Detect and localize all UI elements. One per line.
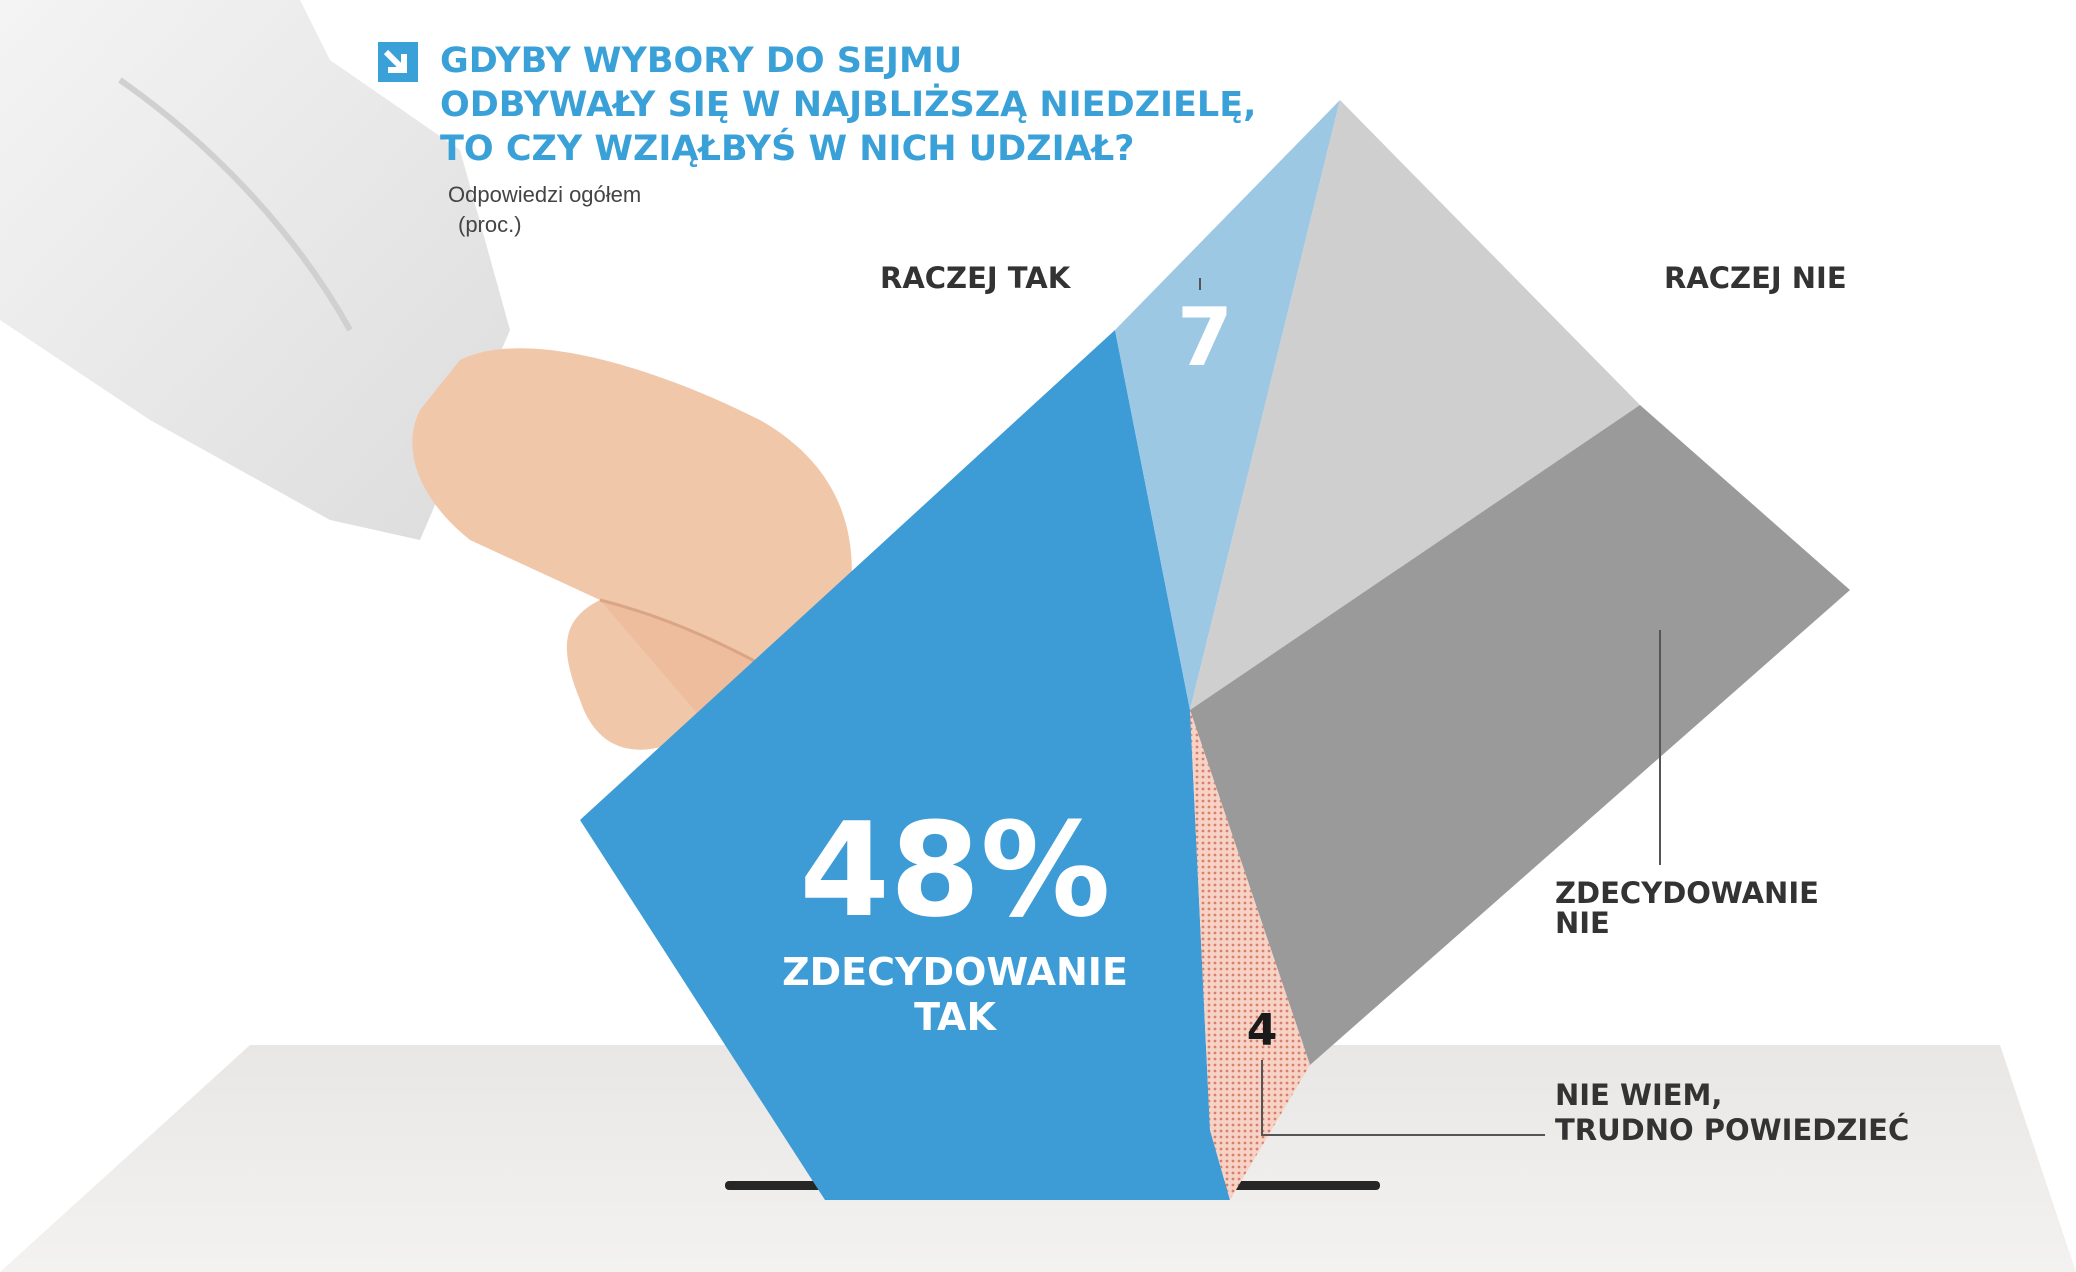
leader-lines xyxy=(1261,630,1661,1136)
slice-zdecydowanie-tak xyxy=(580,330,1230,1200)
data-label-raczej-tak: 7 xyxy=(1177,291,1233,384)
slice-raczej-tak xyxy=(1115,100,1340,710)
label-nie-wiem-line1: NIE WIEM, xyxy=(1555,1078,1722,1112)
label-raczej-nie: RACZEJ NIE xyxy=(1664,261,1847,295)
data-label-nie-wiem: 4 xyxy=(1247,1005,1278,1056)
shirt-sleeve xyxy=(0,0,510,540)
unit-label: (proc.) xyxy=(458,212,522,237)
pie-chart xyxy=(580,100,1850,1200)
arrow-down-right-icon xyxy=(378,42,418,82)
slice-zdecydowanie-nie xyxy=(1190,405,1850,1065)
sleeve-fold xyxy=(118,77,353,332)
title-line-3: TO CZY WZIĄŁBYŚ W NICH UDZIAŁ? xyxy=(440,127,1134,169)
title-line-2: ODBYWAŁY SIĘ W NAJBLIŻSZĄ NIEDZIELĘ, xyxy=(440,82,1256,125)
fingers xyxy=(690,432,834,580)
slice-nie-wiem xyxy=(1190,710,1310,1200)
label-raczej-tak: RACZEJ TAK xyxy=(880,261,1072,295)
data-label-zdecydowanie-tak: 48% xyxy=(799,794,1110,946)
leader-nie-wiem xyxy=(1261,1060,1545,1136)
title-line-1: GDYBY WYBORY DO SEJMU xyxy=(440,41,962,81)
label-nie-wiem-line2: TRUDNO POWIEDZIEĆ xyxy=(1555,1113,1909,1147)
title-block: GDYBY WYBORY DO SEJMU ODBYWAŁY SIĘ W NAJ… xyxy=(378,41,1256,237)
label-zdecydowanie-nie-line2: NIE xyxy=(1555,906,1610,940)
subtitle: Odpowiedzi ogółem xyxy=(448,182,641,207)
label-zdecydowanie-tak-line1: ZDECYDOWANIE xyxy=(782,950,1128,994)
index-finger xyxy=(690,432,834,580)
label-zdecydowanie-tak-line2: TAK xyxy=(914,995,997,1039)
label-zdecydowanie-nie-line1: ZDECYDOWANIE xyxy=(1555,876,1819,910)
slice-raczej-nie xyxy=(1190,100,1640,710)
